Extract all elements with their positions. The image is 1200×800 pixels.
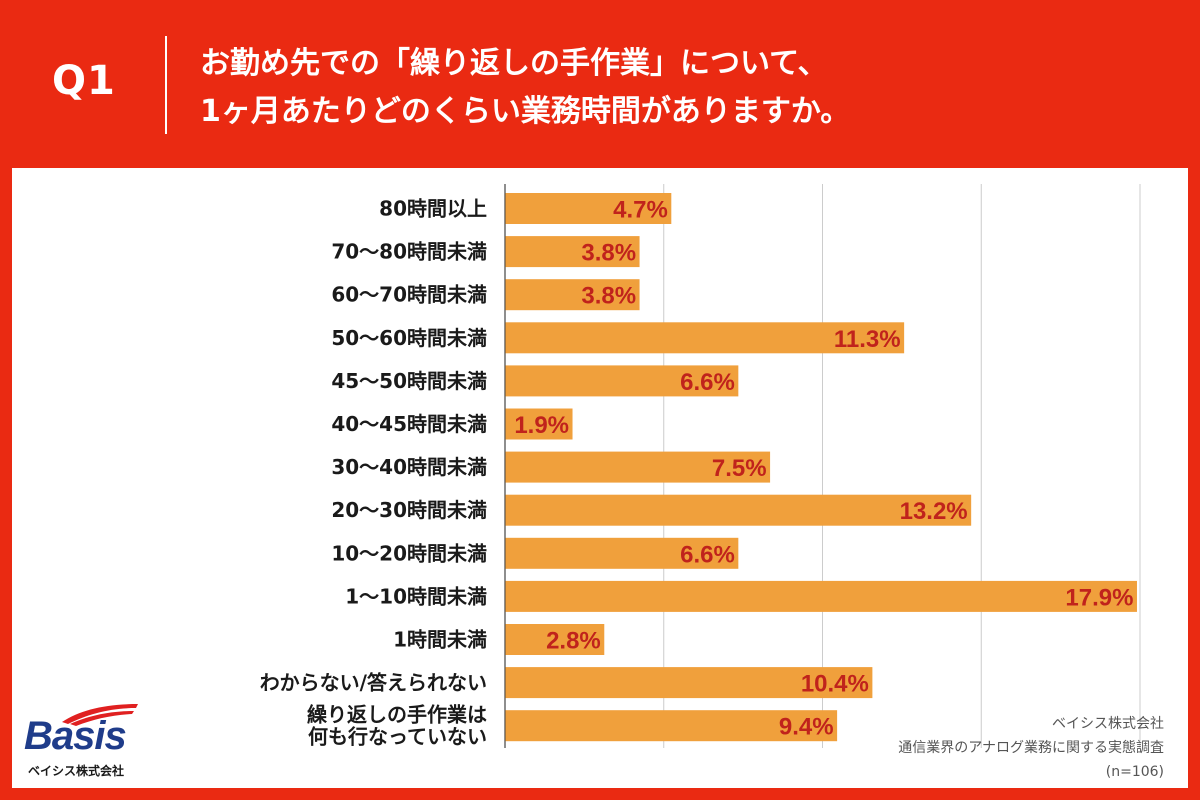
category-label: 40〜45時間未満 (331, 412, 487, 436)
bar (505, 710, 838, 742)
source-company: ベイシス株式会社 (1052, 716, 1164, 732)
bar (505, 494, 972, 526)
logo-swoosh-icon (62, 704, 138, 726)
category-label: 60〜70時間未満 (331, 283, 487, 307)
category-label: 20〜30時間未満 (331, 498, 487, 522)
value-label: 4.7% (613, 197, 668, 224)
question-number: Q1 (52, 58, 116, 104)
bar (505, 408, 573, 440)
value-label: 7.5% (712, 455, 767, 482)
value-label: 3.8% (581, 283, 636, 310)
logo-wordmark: Basis (24, 714, 127, 758)
company-logo: Basis ベイシス株式会社 (20, 700, 140, 782)
value-label: 2.8% (546, 628, 601, 655)
category-label: 何も行なっていない (308, 725, 487, 749)
category-label: 50〜60時間未満 (331, 326, 487, 350)
value-label: 10.4% (801, 671, 869, 698)
value-label: 6.6% (680, 541, 735, 568)
bar (505, 279, 640, 311)
header-divider (165, 36, 167, 134)
bar (505, 624, 605, 655)
category-label: 80時間以上 (379, 197, 487, 221)
bar (505, 667, 873, 699)
category-label: 45〜50時間未満 (331, 369, 487, 393)
value-label: 6.6% (680, 369, 735, 396)
source-note: ベイシス株式会社 通信業界のアナログ業務に関する実態調査 (n=106) (898, 712, 1164, 784)
bar (505, 236, 640, 268)
category-label: 30〜40時間未満 (331, 455, 487, 479)
category-label: 10〜20時間未満 (331, 541, 487, 565)
bar (505, 365, 739, 397)
value-label: 9.4% (779, 714, 834, 741)
title-line-2: 1ヶ月あたりどのくらい業務時間がありますか。 (200, 94, 851, 129)
category-label: 1時間未満 (393, 628, 487, 652)
source-survey: 通信業界のアナログ業務に関する実態調査 (898, 740, 1164, 756)
bar (505, 580, 1137, 612)
bar-chart: 4.7% 80時間以上 3.8% 70〜80時間未満 3.8% 60〜70時間未満 11.3… (260, 184, 1141, 749)
value-label: 3.8% (581, 240, 636, 267)
chart-panel: 4.7% 80時間以上 3.8% 70〜80時間未満 3.8% 60〜70時間未満 11.3… (12, 168, 1188, 788)
category-label: わからない/答えられない (260, 671, 487, 695)
value-label: 17.9% (1065, 584, 1133, 611)
category-label: 1〜10時間未満 (345, 584, 487, 608)
bar (505, 193, 672, 224)
bar (505, 537, 739, 569)
header-banner: Q1 お勤め先での「繰り返しの手作業」について、 1ヶ月あたりどのくらい業務時間… (0, 0, 1200, 168)
source-sample: (n=106) (1105, 764, 1164, 780)
category-label: 70〜80時間未満 (331, 240, 487, 264)
logo-company-name: ベイシス株式会社 (28, 764, 125, 778)
title-line-1: お勤め先での「繰り返しの手作業」について、 (200, 46, 828, 81)
value-label: 13.2% (900, 498, 968, 525)
bar (505, 451, 771, 483)
question-title: お勤め先での「繰り返しの手作業」について、 1ヶ月あたりどのくらい業務時間があり… (200, 40, 850, 136)
value-label: 11.3% (834, 326, 901, 353)
bar (505, 322, 905, 354)
value-label: 1.9% (514, 412, 569, 439)
category-label: 繰り返しの手作業は (307, 703, 487, 727)
